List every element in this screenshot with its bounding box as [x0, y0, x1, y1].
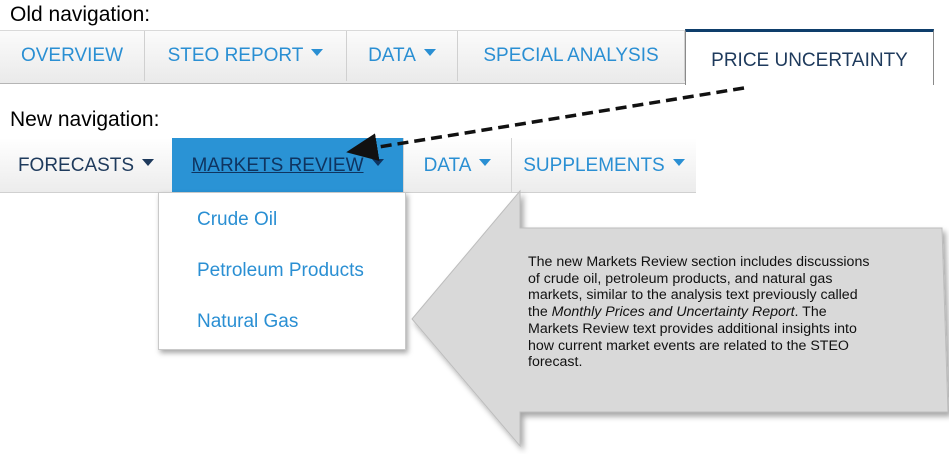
new-tab-supplements[interactable]: SUPPLEMENTS	[511, 138, 696, 192]
caret-down-icon	[479, 159, 492, 167]
markets-review-dropdown: Crude Oil Petroleum Products Natural Gas	[158, 192, 406, 350]
new-tab-forecasts[interactable]: FORECASTS	[0, 138, 172, 192]
old-tab-data-label: DATA	[368, 45, 416, 66]
old-tab-steo-report[interactable]: STEO REPORT	[145, 31, 347, 81]
callout-text-part-1: The new Markets Review section includes …	[528, 254, 870, 321]
new-navigation-label: New navigation:	[10, 108, 160, 131]
caret-down-icon	[672, 159, 685, 167]
dropdown-item-crude-oil[interactable]: Crude Oil	[197, 209, 278, 230]
dropdown-item-petroleum-products[interactable]: Petroleum Products	[197, 260, 364, 281]
dropdown-item-natural-gas[interactable]: Natural Gas	[197, 311, 299, 332]
old-navigation-bar: OVERVIEW STEO REPORT DATA SPECIAL ANALYS…	[0, 29, 934, 85]
old-tab-price-uncertainty-label: PRICE UNCERTAINTY	[711, 50, 908, 71]
callout-text-italic: Monthly Prices and Uncertainty Report	[551, 304, 795, 321]
old-tab-price-uncertainty[interactable]: PRICE UNCERTAINTY	[685, 29, 934, 85]
old-tab-steo-report-label: STEO REPORT	[167, 45, 304, 66]
caret-down-icon	[371, 159, 384, 167]
dashed-pointer-arrow	[346, 86, 745, 162]
new-tab-data-label: DATA	[423, 155, 472, 176]
old-tab-overview-label: OVERVIEW	[20, 45, 124, 66]
caret-down-icon	[142, 159, 155, 167]
old-tab-special-analysis[interactable]: SPECIAL ANALYSIS	[458, 31, 685, 81]
old-tab-special-analysis-label: SPECIAL ANALYSIS	[483, 45, 659, 66]
caret-down-icon	[423, 49, 436, 57]
old-tab-overview[interactable]: OVERVIEW	[0, 31, 145, 81]
old-navigation-label: Old navigation:	[10, 3, 151, 26]
new-tab-markets-review-label: MARKETS REVIEW	[191, 155, 364, 176]
new-tab-forecasts-label: FORECASTS	[17, 155, 135, 176]
caret-down-icon	[311, 49, 324, 57]
new-tab-data[interactable]: DATA	[403, 138, 511, 192]
callout-arrow-shape	[411, 189, 949, 448]
old-tab-data[interactable]: DATA	[347, 31, 458, 81]
new-tab-supplements-label: SUPPLEMENTS	[523, 155, 665, 176]
callout-text: The new Markets Review section includes …	[528, 254, 880, 371]
callout-text-part-2: . The Markets Review text provides addit…	[528, 304, 857, 371]
